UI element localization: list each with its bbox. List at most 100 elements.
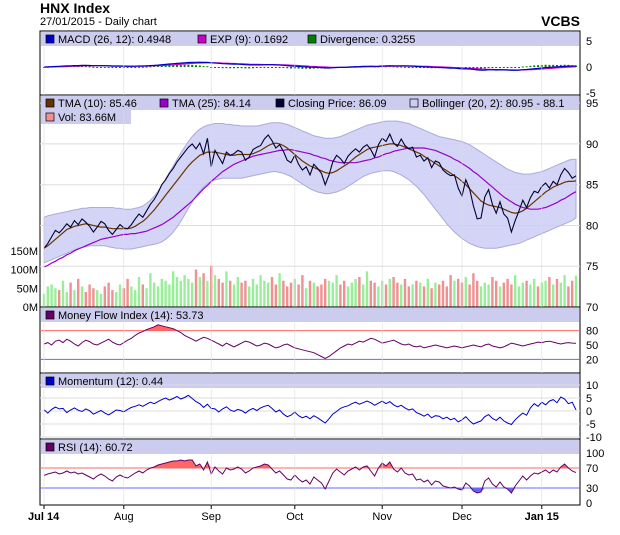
volume-bar [111, 290, 114, 307]
macd-y-tick-0: 5 [586, 36, 592, 48]
price-y-tick-5: 70 [586, 302, 598, 314]
macd-divergence-bar [168, 65, 171, 67]
price-legend-bollinger: Bollinger (20, 2): 80.95 - 88.1 [422, 98, 564, 110]
macd-legend-macd-swatch [45, 34, 55, 44]
volume-bar [99, 293, 103, 307]
volume-bar [213, 275, 217, 307]
macd-divergence-bar [521, 66, 524, 68]
macd-divergence-bar [404, 66, 406, 68]
macd-divergence-bar [506, 67, 509, 68]
volume-bar [198, 277, 201, 307]
price-legend-bollinger-swatch [409, 98, 419, 108]
volume-bar [232, 284, 236, 307]
macd-divergence-bar [529, 65, 532, 67]
rsi-legend: RSI (14): 60.72 [58, 442, 133, 454]
price-y-tick-3: 80 [586, 220, 598, 232]
macd-divergence-bar [297, 67, 300, 69]
macd-divergence-bar [130, 67, 133, 68]
volume-bar [453, 280, 456, 307]
macd-divergence-bar [84, 66, 87, 68]
volume-bar [441, 280, 445, 307]
momentum-legend-swatch [45, 376, 55, 386]
volume-bar [96, 290, 99, 307]
macd-divergence-bar [559, 64, 562, 67]
volume-bar [297, 284, 300, 307]
volume-bar [259, 275, 262, 307]
macd-divergence-bar [221, 67, 224, 69]
macd-divergence-bar [274, 67, 277, 68]
macd-divergence-bar [290, 67, 292, 69]
x-tick-label-2: Sep [201, 511, 221, 523]
macd-divergence-bar [407, 67, 410, 68]
volume-bar [324, 278, 327, 307]
x-tick-label-1: Aug [114, 511, 134, 523]
volume-bar [84, 292, 87, 307]
macd-divergence-bar [533, 65, 536, 67]
macd-divergence-bar [556, 64, 558, 67]
macd-divergence-bar [286, 67, 289, 69]
macd-divergence-bar [259, 67, 262, 68]
volume-bar [525, 280, 528, 307]
price-legend-band [41, 96, 579, 110]
rsi-y-tick-2: 30 [586, 483, 598, 495]
x-tick-label-6: Jan 15 [525, 511, 559, 523]
volume-bar [149, 273, 152, 307]
volume-tick-2: 50M [17, 283, 38, 295]
volume-bar [248, 286, 251, 307]
volume-bar [457, 278, 460, 307]
mfi-y-tick-0: 80 [586, 326, 598, 338]
volume-bar [137, 277, 141, 307]
volume-bar [316, 286, 319, 307]
volume-bar [559, 282, 562, 307]
brand-label: VCBS [541, 13, 580, 29]
macd-divergence-bar [396, 66, 399, 68]
macd-divergence-bar [548, 64, 551, 67]
macd-divergence-bar [525, 66, 528, 68]
volume-bar [160, 278, 163, 307]
volume-bar [464, 277, 467, 307]
volume-bar [434, 282, 437, 307]
mfi-line [43, 324, 577, 359]
momentum-y-tick-0: 10 [586, 380, 598, 392]
price-legend-tma10-swatch [45, 98, 55, 108]
rsi-overbought-fill [44, 460, 576, 468]
macd-divergence-bar [267, 67, 270, 68]
momentum-legend: Momentum (12): 0.44 [58, 376, 163, 388]
macd-divergence-bar [214, 67, 216, 68]
volume-bar [438, 284, 441, 307]
macd-divergence-bar [119, 67, 121, 68]
momentum-y-tick-1: 5 [586, 393, 592, 405]
macd-divergence-bar [103, 66, 106, 68]
volume-bar [58, 290, 61, 307]
volume-bar [495, 280, 498, 307]
volume-bar [502, 282, 505, 307]
volume-bar [278, 273, 281, 307]
macd-divergence-bar [111, 67, 114, 68]
volume-bar [80, 286, 84, 307]
volume-bar [555, 278, 559, 307]
macd-divergence-bar [411, 67, 414, 68]
macd-divergence-bar [96, 66, 99, 68]
macd-legend-exp: EXP (9): 0.1692 [210, 34, 288, 46]
x-tick-label-0: Jul 14 [28, 511, 60, 523]
macd-divergence-bar [472, 67, 475, 69]
macd-divergence-bar [138, 66, 140, 68]
macd-divergence-bar [305, 67, 308, 69]
macd-divergence-bar [392, 66, 395, 68]
volume-bar [468, 284, 471, 307]
volume-bar [141, 284, 144, 307]
macd-divergence-bar [88, 66, 91, 68]
price-legend-tma10: TMA (10): 85.46 [58, 98, 137, 110]
volume-bar [544, 280, 547, 307]
macd-divergence-bar [134, 67, 137, 68]
volume-bar [339, 284, 342, 307]
macd-divergence-bar [160, 65, 163, 67]
volume-bar [529, 284, 532, 307]
momentum-y-tick-2: 0 [586, 406, 592, 418]
macd-divergence-bar [518, 67, 520, 68]
volume-bar [145, 288, 148, 307]
volume-bar [217, 278, 220, 307]
price-legend-close: Closing Price: 86.09 [288, 98, 386, 110]
macd-divergence-bar [400, 66, 403, 68]
volume-bar [506, 278, 509, 307]
